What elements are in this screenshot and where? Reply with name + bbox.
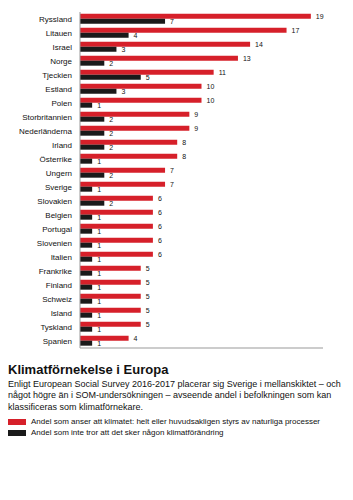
svg-text:2: 2 xyxy=(109,130,113,137)
svg-text:9: 9 xyxy=(194,111,198,118)
html-text:Enligt European Social Survey: Enligt European Social Survey 2016-2017 … xyxy=(8,379,341,412)
svg-text:19: 19 xyxy=(316,13,324,20)
html-text:Andel som anser att klimatet:: Andel som anser att klimatet: helt eller… xyxy=(31,416,320,426)
svg-text:5: 5 xyxy=(146,279,150,286)
svg-text:Frankrike: Frankrike xyxy=(39,267,73,276)
svg-text:5: 5 xyxy=(146,307,150,314)
svg-text:Italien: Italien xyxy=(51,253,72,262)
svg-text:6: 6 xyxy=(158,237,162,244)
svg-text:Schweiz: Schweiz xyxy=(42,295,72,304)
svg-text:1: 1 xyxy=(97,326,101,333)
html-text:Klimatförnekelse i Europa: Klimatförnekelse i Europa xyxy=(8,362,169,377)
svg-text:14: 14 xyxy=(255,41,263,48)
svg-text:11: 11 xyxy=(219,69,226,76)
svg-text:1: 1 xyxy=(97,256,101,263)
svg-text:9: 9 xyxy=(194,125,198,132)
svg-text:13: 13 xyxy=(243,55,251,62)
html-text:Andel som inte tror att det sk: Andel som inte tror att det sker någon k… xyxy=(31,427,224,437)
svg-text:6: 6 xyxy=(158,223,162,230)
svg-text:3: 3 xyxy=(121,88,125,95)
svg-text:7: 7 xyxy=(170,181,174,188)
svg-text:1: 1 xyxy=(97,284,101,291)
svg-text:Österrike: Österrike xyxy=(40,155,73,164)
svg-text:7: 7 xyxy=(170,18,174,25)
svg-text:1: 1 xyxy=(97,158,101,165)
svg-text:4: 4 xyxy=(134,32,138,39)
svg-text:8: 8 xyxy=(182,139,186,146)
svg-text:1: 1 xyxy=(97,228,101,235)
svg-text:Norge: Norge xyxy=(50,57,72,66)
svg-text:1: 1 xyxy=(97,214,101,221)
svg-text:Spanien: Spanien xyxy=(43,337,72,346)
svg-text:Storbritannien: Storbritannien xyxy=(22,113,72,122)
svg-text:Polen: Polen xyxy=(52,99,72,108)
svg-text:Island: Island xyxy=(51,309,72,318)
svg-text:Slovenien: Slovenien xyxy=(37,239,72,248)
svg-text:1: 1 xyxy=(97,270,101,277)
svg-text:Tyskland: Tyskland xyxy=(40,323,72,332)
svg-text:1: 1 xyxy=(97,186,101,193)
svg-text:10: 10 xyxy=(207,83,215,90)
svg-text:Belgien: Belgien xyxy=(45,211,72,220)
svg-text:2: 2 xyxy=(109,60,113,67)
svg-text:1: 1 xyxy=(97,102,101,109)
svg-text:17: 17 xyxy=(292,27,300,34)
svg-text:5: 5 xyxy=(146,265,150,272)
svg-text:Sverige: Sverige xyxy=(45,183,73,192)
svg-text:Nederländerna: Nederländerna xyxy=(19,127,72,136)
svg-text:1: 1 xyxy=(97,242,101,249)
svg-text:3: 3 xyxy=(121,46,125,53)
svg-text:10: 10 xyxy=(207,97,215,104)
svg-text:5: 5 xyxy=(146,293,150,300)
svg-text:7: 7 xyxy=(170,167,174,174)
svg-text:Finland: Finland xyxy=(46,281,72,290)
svg-text:2: 2 xyxy=(109,172,113,179)
svg-text:Ryssland: Ryssland xyxy=(39,15,72,24)
svg-text:Litauen: Litauen xyxy=(46,29,72,38)
svg-text:2: 2 xyxy=(109,144,113,151)
svg-text:6: 6 xyxy=(158,209,162,216)
svg-text:Ungern: Ungern xyxy=(46,169,72,178)
svg-text:1: 1 xyxy=(97,340,101,347)
svg-text:1: 1 xyxy=(97,298,101,305)
svg-text:Slovakien: Slovakien xyxy=(37,197,72,206)
svg-text:2: 2 xyxy=(109,200,113,207)
svg-text:1: 1 xyxy=(97,312,101,319)
svg-text:Israel: Israel xyxy=(52,43,72,52)
svg-text:8: 8 xyxy=(182,153,186,160)
svg-text:6: 6 xyxy=(158,195,162,202)
svg-text:6: 6 xyxy=(158,251,162,258)
svg-text:Irland: Irland xyxy=(52,141,72,150)
svg-text:Tjeckien: Tjeckien xyxy=(42,71,72,80)
svg-text:5: 5 xyxy=(146,321,150,328)
svg-text:Estland: Estland xyxy=(45,85,72,94)
svg-text:2: 2 xyxy=(109,116,113,123)
svg-text:5: 5 xyxy=(146,74,150,81)
svg-text:4: 4 xyxy=(134,335,138,342)
svg-text:Portugal: Portugal xyxy=(42,225,72,234)
